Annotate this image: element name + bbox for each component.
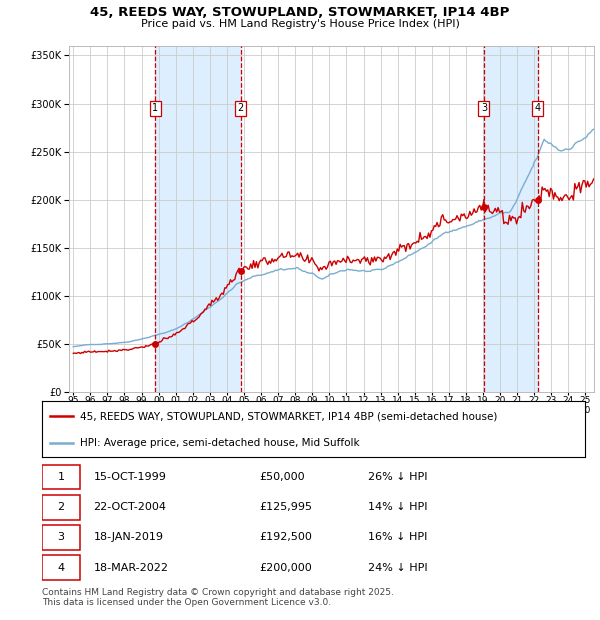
Text: 45, REEDS WAY, STOWUPLAND, STOWMARKET, IP14 4BP: 45, REEDS WAY, STOWUPLAND, STOWMARKET, I… xyxy=(91,6,509,19)
Text: 1: 1 xyxy=(152,104,158,113)
FancyBboxPatch shape xyxy=(42,464,80,489)
Text: 26% ↓ HPI: 26% ↓ HPI xyxy=(368,472,427,482)
Text: 4: 4 xyxy=(535,104,541,113)
Bar xyxy=(484,46,538,392)
Text: £125,995: £125,995 xyxy=(259,502,312,512)
Text: HPI: Average price, semi-detached house, Mid Suffolk: HPI: Average price, semi-detached house,… xyxy=(80,438,359,448)
Text: 18-JAN-2019: 18-JAN-2019 xyxy=(94,533,164,542)
Text: 45, REEDS WAY, STOWUPLAND, STOWMARKET, IP14 4BP (semi-detached house): 45, REEDS WAY, STOWUPLAND, STOWMARKET, I… xyxy=(80,411,497,421)
FancyBboxPatch shape xyxy=(42,556,80,580)
Text: 14% ↓ HPI: 14% ↓ HPI xyxy=(368,502,427,512)
Text: 2: 2 xyxy=(238,104,244,113)
Text: 22-OCT-2004: 22-OCT-2004 xyxy=(94,502,167,512)
Text: 3: 3 xyxy=(58,533,65,542)
Text: 24% ↓ HPI: 24% ↓ HPI xyxy=(368,563,427,573)
Text: 1: 1 xyxy=(58,472,65,482)
Text: Price paid vs. HM Land Registry's House Price Index (HPI): Price paid vs. HM Land Registry's House … xyxy=(140,19,460,29)
FancyBboxPatch shape xyxy=(42,525,80,550)
Text: 2: 2 xyxy=(58,502,65,512)
Text: 3: 3 xyxy=(481,104,487,113)
FancyBboxPatch shape xyxy=(42,495,80,520)
Text: 4: 4 xyxy=(58,563,65,573)
Text: £200,000: £200,000 xyxy=(259,563,312,573)
Text: £50,000: £50,000 xyxy=(259,472,305,482)
Text: Contains HM Land Registry data © Crown copyright and database right 2025.
This d: Contains HM Land Registry data © Crown c… xyxy=(42,588,394,607)
Text: 15-OCT-1999: 15-OCT-1999 xyxy=(94,472,166,482)
Text: 16% ↓ HPI: 16% ↓ HPI xyxy=(368,533,427,542)
Text: 18-MAR-2022: 18-MAR-2022 xyxy=(94,563,169,573)
Text: £192,500: £192,500 xyxy=(259,533,312,542)
Bar xyxy=(155,46,241,392)
